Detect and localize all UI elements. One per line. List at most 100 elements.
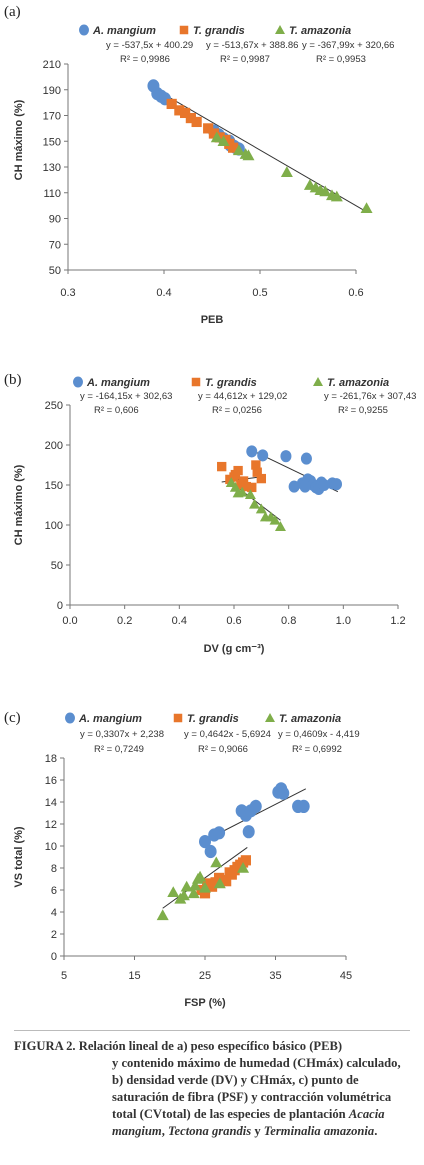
y-tick-label: 18 <box>45 753 57 765</box>
caption-end: . <box>374 1124 378 1138</box>
caption-species-3: Terminalia amazonia <box>263 1124 375 1138</box>
data-point <box>277 786 290 800</box>
legend-marker <box>73 376 83 388</box>
legend-marker <box>275 25 285 34</box>
plot-area-b: 0 50 100 150 200 250 0.0 0.2 0.4 0.6 0.8 1.0 1.2 DV (… <box>13 376 416 655</box>
data-point <box>240 855 251 866</box>
x-axis-title: DV (g cm⁻³) <box>204 643 265 655</box>
data-point <box>208 128 220 139</box>
caption-species-2: Tectona grandis <box>168 1124 252 1138</box>
legend-equation: y = -537,5x + 400.29 <box>106 40 193 51</box>
y-tick-label: 100 <box>45 520 63 532</box>
data-point <box>360 202 373 213</box>
x-tick-label: 0.0 <box>62 615 77 627</box>
legend-equation: y = -513,67x + 388.86 <box>206 40 298 51</box>
data-point <box>297 799 310 814</box>
data-point <box>236 486 248 497</box>
data-point <box>244 489 256 499</box>
legend-equation: y = 0,4609x - 4,419 <box>278 729 360 740</box>
legend-marker <box>173 713 183 723</box>
y-tick-label: 8 <box>51 863 57 875</box>
data-point <box>280 450 292 463</box>
trendline <box>162 847 248 909</box>
data-point <box>199 888 211 899</box>
data-point <box>238 476 249 486</box>
data-point <box>256 473 267 484</box>
legend-label: T. amazonia <box>279 713 341 725</box>
legend-marker <box>179 25 189 35</box>
y-tick-label: 16 <box>45 775 57 787</box>
x-tick-label: 25 <box>199 970 211 982</box>
legend-label: T. amazonia <box>327 377 389 389</box>
legend-marker <box>265 713 275 722</box>
legend-marker <box>65 712 75 724</box>
panel-a: (a) 50 70 90 110 130 150 170 190 210 0.3 0.4 0.5 0.6… <box>4 4 394 326</box>
legend-r2: R² = 0,9255 <box>338 405 388 416</box>
y-tick-label: 6 <box>51 885 57 897</box>
data-point <box>185 112 196 124</box>
legend-equation: y = 0,4642x - 5,6924 <box>184 729 271 740</box>
data-point <box>232 144 245 156</box>
plot-area-c: 0 2 4 6 8 10 12 14 16 18 5 15 25 35 45 FSP (%) VS total … <box>13 712 360 1009</box>
y-tick-label: 150 <box>45 480 63 492</box>
series-t--grandis <box>217 460 267 493</box>
data-point <box>180 107 191 119</box>
legend-r2: R² = 0,606 <box>94 405 139 416</box>
series-a--mangium <box>199 782 310 859</box>
y-tick-label: 4 <box>51 907 57 919</box>
data-point <box>204 844 217 859</box>
x-tick-label: 15 <box>128 970 140 982</box>
x-tick-label: 0.2 <box>117 615 132 627</box>
x-tick-label: 1.2 <box>390 615 405 627</box>
data-point <box>299 480 311 493</box>
y-tick-label: 210 <box>43 59 61 71</box>
series-t--amazonia <box>156 856 250 921</box>
caption-separator <box>14 1030 410 1031</box>
legend-equation: y = -367,99x + 320,66 <box>302 40 394 51</box>
series-t--amazonia <box>210 131 373 213</box>
data-point <box>213 877 226 889</box>
y-tick-label: 10 <box>45 841 57 853</box>
y-axis-title: VS total (%) <box>13 826 25 887</box>
legend-label: T. grandis <box>205 377 257 389</box>
data-point <box>246 445 258 458</box>
y-tick-label: 12 <box>45 819 57 831</box>
y-tick-label: 200 <box>45 440 63 452</box>
data-point <box>247 482 257 493</box>
x-axis-title: PEB <box>201 314 224 326</box>
data-point <box>249 498 260 509</box>
data-point <box>191 116 202 128</box>
data-point <box>180 880 193 892</box>
data-point <box>252 467 262 477</box>
x-tick-label: 0.3 <box>60 287 75 299</box>
data-point <box>318 478 330 492</box>
data-point <box>251 460 261 470</box>
data-point <box>203 123 214 134</box>
legend-r2: R² = 0,0256 <box>212 405 262 416</box>
data-point <box>213 826 226 840</box>
legend-r2: R² = 0,6992 <box>292 744 342 755</box>
x-tick-label: 0.6 <box>348 287 363 299</box>
data-point <box>269 514 281 525</box>
data-point <box>249 799 262 814</box>
panel-label-a: (a) <box>4 4 21 20</box>
trendline <box>153 87 367 213</box>
legend-r2: R² = 0,9986 <box>120 54 170 65</box>
legend-label: A. mangium <box>86 377 150 389</box>
data-point <box>166 98 177 110</box>
data-point <box>210 131 223 143</box>
x-tick-label: 0.8 <box>281 615 296 627</box>
legend-marker <box>191 377 201 387</box>
caption-lead: FIGURA 2. <box>14 1039 76 1053</box>
data-point <box>255 503 267 514</box>
caption-join-2: y <box>251 1124 264 1138</box>
series-a--mangium <box>246 445 342 496</box>
y-tick-label: 50 <box>51 560 63 572</box>
y-tick-label: 14 <box>45 797 57 809</box>
y-tick-label: 50 <box>49 265 61 277</box>
caption-text-2: y contenido máximo de humedad (CHmáx) ca… <box>112 1056 401 1121</box>
data-point <box>199 881 211 893</box>
data-point <box>330 190 343 202</box>
panel-label-c: (c) <box>4 710 21 726</box>
